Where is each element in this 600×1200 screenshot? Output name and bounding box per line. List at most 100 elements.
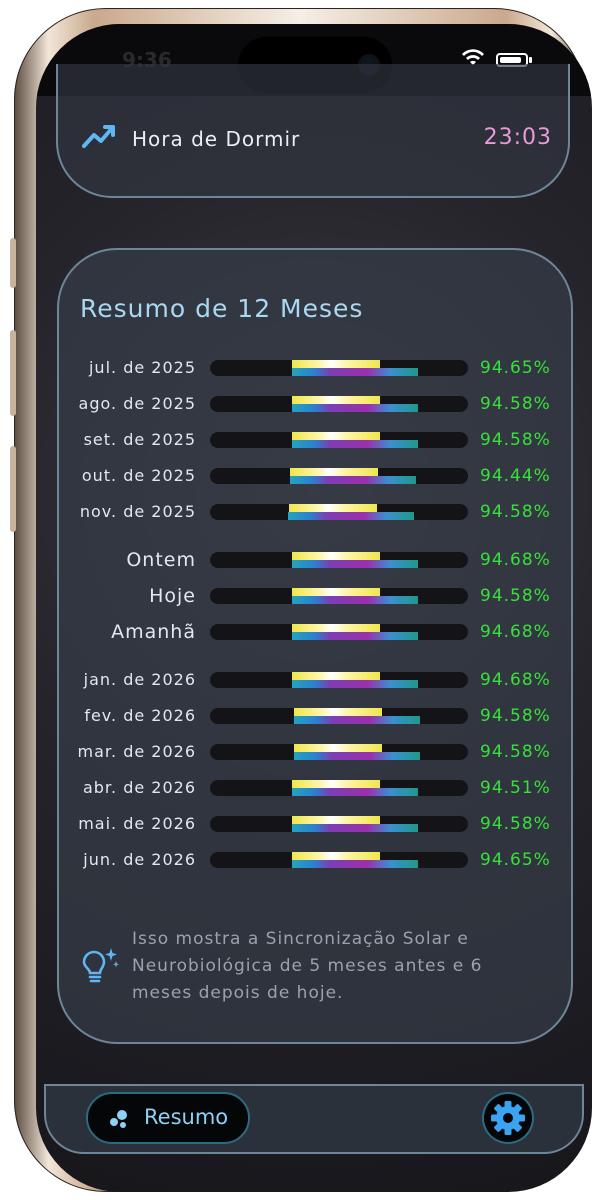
trending-up-icon (82, 122, 116, 154)
sync-bar-solar (292, 396, 380, 404)
summary-row-percent: 94.51% (480, 778, 551, 798)
sync-bar-solar (294, 708, 382, 716)
sync-bar-neuro (294, 752, 420, 760)
summary-row-label: mai. de 2026 (78, 814, 196, 833)
sync-bar-track (210, 780, 468, 796)
sync-bar-neuro (292, 824, 418, 832)
battery-cap (529, 57, 532, 63)
summary-row-percent: 94.58% (480, 814, 551, 834)
sync-bar-track (210, 552, 468, 568)
sync-bar-solar (292, 852, 380, 860)
volume-down-button (10, 446, 16, 532)
summary-row-label: Amanhã (111, 621, 196, 643)
sync-bar-solar (289, 504, 377, 512)
summary-row: fev. de 2026 94.58% (36, 705, 592, 727)
wifi-icon (462, 49, 484, 72)
bedtime-value: 23:03 (483, 125, 552, 150)
sync-bar-solar (292, 552, 380, 560)
summary-title: Resumo de 12 Meses (80, 294, 364, 323)
summary-row-percent: 94.58% (480, 430, 551, 450)
bubbles-icon (108, 1109, 130, 1133)
summary-row-label: mar. de 2026 (77, 742, 196, 761)
sync-bar-neuro (292, 440, 418, 448)
sync-bar-track (210, 396, 468, 412)
sync-bar-neuro (292, 368, 418, 376)
sync-bar-track (210, 744, 468, 760)
sync-bar-track (210, 504, 468, 520)
summary-row: jan. de 2026 94.68% (36, 669, 592, 691)
summary-row-percent: 94.58% (480, 394, 551, 414)
sync-bar-solar (292, 672, 380, 680)
summary-row-label: abr. de 2026 (82, 778, 196, 797)
summary-row: ago. de 2025 94.58% (36, 393, 592, 415)
sync-bar-track (210, 852, 468, 868)
summary-row: Hoje 94.58% (36, 585, 592, 607)
summary-row-label: jan. de 2026 (83, 670, 196, 689)
tab-resumo-button[interactable]: Resumo (86, 1092, 250, 1144)
summary-row: mai. de 2026 94.58% (36, 813, 592, 835)
sync-bar-neuro (292, 632, 418, 640)
screen: 9:36 Hora de Dormir 23:03 Resumo de 12 M… (36, 24, 592, 1192)
summary-row-label: set. de 2025 (83, 430, 196, 449)
sync-bar-track (210, 816, 468, 832)
summary-row: mar. de 2026 94.58% (36, 741, 592, 763)
sync-bar-solar (294, 744, 382, 752)
bedtime-card[interactable] (56, 64, 570, 198)
bedtime-label: Hora de Dormir (132, 127, 301, 151)
summary-row-percent: 94.58% (480, 742, 551, 762)
sync-bar-neuro (292, 404, 418, 412)
summary-row: abr. de 2026 94.51% (36, 777, 592, 799)
summary-row-label: nov. de 2025 (79, 502, 196, 521)
summary-row-percent: 94.68% (480, 622, 551, 642)
sync-bar-track (210, 708, 468, 724)
tab-resumo-label: Resumo (144, 1105, 229, 1129)
summary-row-label: fev. de 2026 (84, 706, 196, 725)
volume-up-button (10, 330, 16, 416)
sync-bar-neuro (292, 788, 418, 796)
info-text: Isso mostra a Sincronização Solar e Neur… (132, 929, 483, 1003)
sync-bar-solar (292, 588, 380, 596)
sync-bar-solar (292, 624, 380, 632)
summary-row-label: jul. de 2025 (88, 358, 196, 377)
sync-bar-neuro (292, 860, 418, 868)
summary-row-label: Hoje (149, 585, 196, 607)
action-button (10, 238, 16, 288)
summary-row-percent: 94.68% (480, 550, 551, 570)
summary-row: nov. de 2025 94.58% (36, 501, 592, 523)
sync-bar-neuro (290, 476, 416, 484)
sync-bar-track (210, 624, 468, 640)
settings-button[interactable] (484, 1094, 532, 1142)
summary-row-percent: 94.68% (480, 670, 551, 690)
sync-bar-solar (292, 816, 380, 824)
summary-row: set. de 2025 94.58% (36, 429, 592, 451)
summary-row-percent: 94.65% (480, 358, 551, 378)
sync-bar-neuro (292, 680, 418, 688)
summary-row: Amanhã 94.68% (36, 621, 592, 643)
sync-bar-solar (292, 360, 380, 368)
sync-bar-solar (292, 780, 380, 788)
summary-card (57, 248, 573, 1044)
lightbulb-sparkle-icon (80, 946, 120, 990)
summary-row-percent: 94.58% (480, 706, 551, 726)
sync-bar-track (210, 432, 468, 448)
summary-row: jul. de 2025 94.65% (36, 357, 592, 379)
sync-bar-track (210, 672, 468, 688)
summary-row: jun. de 2026 94.65% (36, 849, 592, 871)
summary-row-percent: 94.58% (480, 502, 551, 522)
summary-row: out. de 2025 94.44% (36, 465, 592, 487)
sync-bar-neuro (292, 560, 418, 568)
summary-row-percent: 94.58% (480, 586, 551, 606)
summary-row-label: jun. de 2026 (83, 850, 196, 869)
gear-icon (491, 1101, 525, 1135)
sync-bar-track (210, 588, 468, 604)
sync-bar-neuro (292, 596, 418, 604)
phone-frame: 9:36 Hora de Dormir 23:03 Resumo de 12 M… (10, 8, 592, 1192)
summary-row: Ontem 94.68% (36, 549, 592, 571)
sync-bar-track (210, 468, 468, 484)
sync-bar-track (210, 360, 468, 376)
sync-bar-solar (290, 468, 378, 476)
summary-row-label: ago. de 2025 (78, 394, 196, 413)
sync-bar-neuro (294, 716, 420, 724)
sync-bar-solar (292, 432, 380, 440)
summary-row-label: Ontem (126, 549, 196, 571)
